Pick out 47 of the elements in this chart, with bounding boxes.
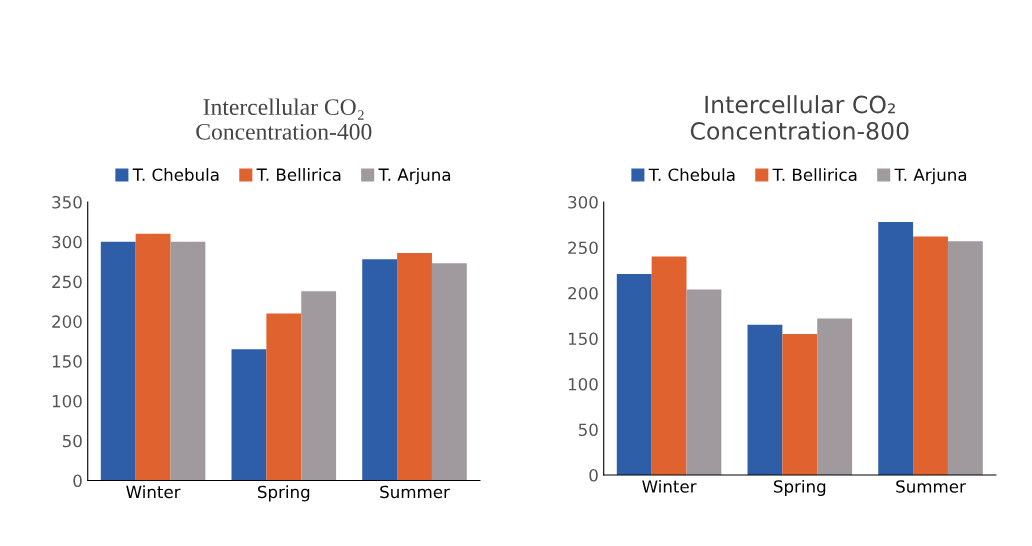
bar (170, 241, 206, 481)
y-tick-label: 0 (73, 474, 82, 488)
x-tick-label: Spring (258, 485, 310, 502)
bar (747, 324, 783, 476)
x-tick-label: Summer (380, 485, 450, 499)
y-tick-label: 250 (568, 241, 598, 255)
y-tick-label: 150 (52, 355, 82, 368)
bar (397, 252, 432, 481)
x-tick-label: Summer (896, 480, 966, 493)
chart-title: Intercellular CO₂ Concentration-800 (690, 95, 909, 140)
bar (431, 263, 467, 481)
bar (231, 349, 267, 481)
y-tick-label: 200 (568, 286, 598, 300)
legend-label: T. Arjuna (894, 168, 967, 185)
legend-label: T. Chebula (132, 168, 219, 182)
y-tick-label: 0 (589, 468, 598, 482)
y-tick-label: 100 (52, 394, 82, 408)
y-tick-label: 150 (568, 332, 598, 346)
bar (878, 222, 914, 476)
y-tick-label: 200 (52, 315, 82, 328)
bar (135, 233, 171, 481)
x-tick-label: Winter (642, 479, 697, 493)
x-tick-label: Spring (774, 479, 826, 497)
y-tick-label: 50 (62, 434, 82, 448)
bar (301, 291, 337, 481)
chart-title: Intercellular CO₂ Concentration-400 (196, 98, 372, 140)
y-tick-label: 250 (52, 275, 82, 289)
y-tick-label: 300 (52, 235, 82, 249)
y-tick-label: 350 (52, 195, 82, 209)
bar (651, 256, 687, 476)
y-tick-label: 50 (578, 423, 598, 437)
legend-label: T. Bellirica (772, 168, 857, 182)
legend-label: T. Arjuna (378, 168, 451, 185)
bar (913, 236, 948, 476)
y-tick-label: 300 (568, 195, 598, 209)
y-tick-label: 100 (568, 377, 598, 391)
legend-label: T. Bellirica (256, 168, 341, 182)
x-tick-label: Winter (126, 485, 181, 499)
legend-label: T. Chebula (648, 168, 735, 182)
bar (782, 333, 818, 476)
bar (100, 241, 136, 481)
bar (686, 289, 722, 476)
bar (947, 241, 983, 476)
bar (817, 318, 853, 476)
bar (616, 273, 652, 476)
bar (266, 313, 302, 481)
bar (362, 259, 398, 481)
